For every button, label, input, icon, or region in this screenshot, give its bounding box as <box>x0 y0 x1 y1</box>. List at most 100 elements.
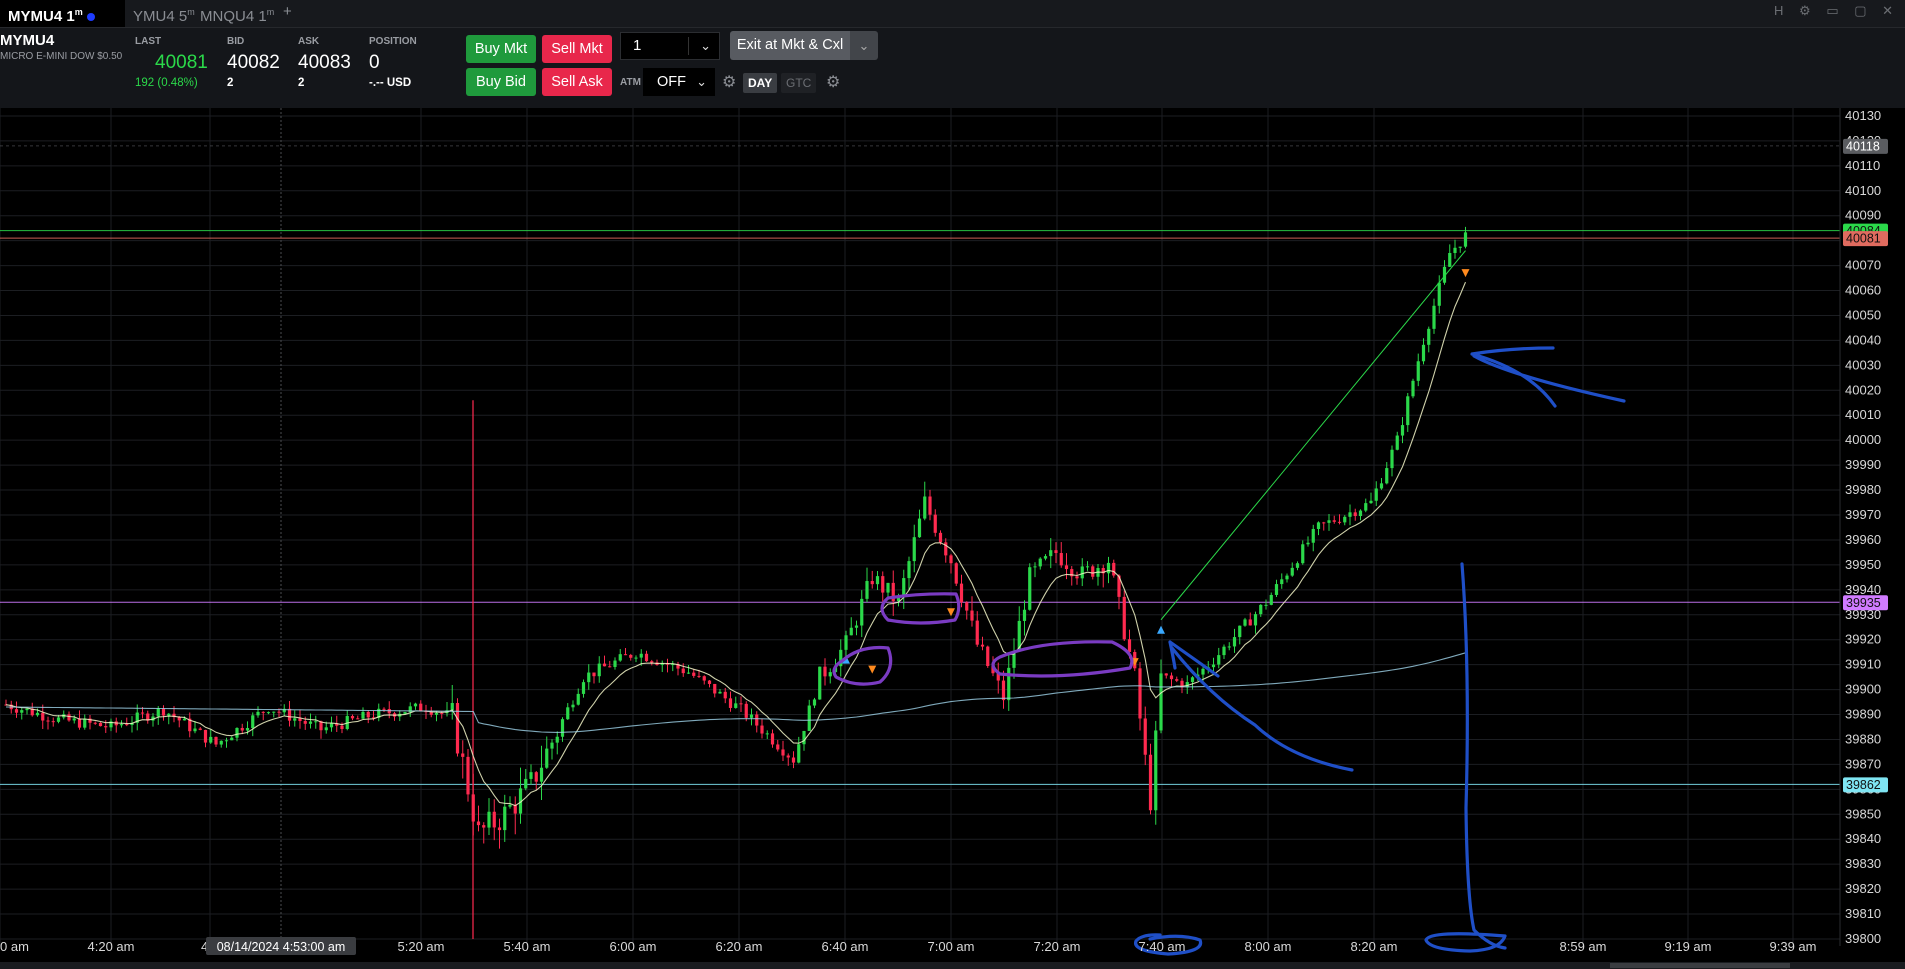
horizontal-scrollbar[interactable] <box>0 962 1905 969</box>
candle-body <box>214 736 218 745</box>
tab-mymu4-1m[interactable]: MYMU4 1m× <box>0 0 125 49</box>
sell-signal-icon <box>947 608 955 617</box>
candle <box>718 689 722 694</box>
candle-body <box>193 728 197 732</box>
price-chart[interactable]: 4014040130401204011040100400904008040070… <box>0 108 1905 962</box>
candle <box>224 737 229 748</box>
candle <box>938 530 943 545</box>
candle-body <box>119 724 124 726</box>
window-controls-icon[interactable]: H ⚙ ▭ ▢ ✕ <box>1774 3 1899 18</box>
indicator-lines <box>5 250 1467 807</box>
order-settings-gear-icon[interactable]: ⚙ <box>826 74 841 91</box>
candle-body <box>1353 512 1357 517</box>
position-quote: POSITION 0 -.-- USD <box>369 36 417 89</box>
candle-body <box>329 723 334 728</box>
candle-body <box>1306 542 1310 545</box>
bid-size: 2 <box>227 77 234 89</box>
candle-body <box>823 666 827 677</box>
exit-at-market-button[interactable]: Exit at Mkt & Cxl <box>730 31 850 60</box>
candle <box>1017 606 1021 652</box>
candle <box>581 679 586 698</box>
candle <box>823 658 827 686</box>
price-tag <box>1843 777 1888 793</box>
candle <box>597 656 601 683</box>
candle <box>954 562 958 587</box>
candlestick-series <box>4 226 1468 849</box>
candle <box>660 660 664 673</box>
candle-body <box>870 581 874 585</box>
candle-body <box>46 720 50 722</box>
scrollbar-thumb[interactable] <box>1610 963 1790 968</box>
price-tag-label: 40081 <box>1846 232 1881 246</box>
price-tag <box>1843 595 1888 611</box>
candle <box>1043 554 1048 561</box>
candle-body <box>781 749 785 756</box>
ema-line <box>5 281 1467 807</box>
candle-body <box>125 724 129 726</box>
candle-body <box>308 721 313 724</box>
exit-dropdown-chevron-icon[interactable]: ⌄ <box>850 31 878 60</box>
candle-body <box>25 708 29 711</box>
candle <box>576 688 580 706</box>
candle-body <box>560 719 565 737</box>
tab-mnqu4-1m[interactable]: MNQU4 1m <box>200 7 275 25</box>
candle <box>1049 538 1053 569</box>
quantity-select[interactable]: 1 ⌄ <box>620 32 720 60</box>
candle <box>1080 558 1084 587</box>
candle <box>156 706 160 725</box>
candle <box>613 657 617 670</box>
sell-ask-button[interactable]: Sell Ask <box>542 68 612 96</box>
candle <box>1117 574 1121 610</box>
candle <box>287 700 292 727</box>
candle-body <box>1201 668 1205 675</box>
candle-body <box>723 691 727 699</box>
candle-body <box>849 627 853 636</box>
candle <box>965 601 969 620</box>
atm-strategy-select[interactable]: OFF ⌄ <box>643 68 715 96</box>
candle <box>83 714 87 730</box>
candle-body <box>1232 637 1237 647</box>
price-tick-label: 40000 <box>1845 432 1881 447</box>
candle <box>51 717 55 727</box>
candle <box>923 481 927 521</box>
buy-bid-button[interactable]: Buy Bid <box>466 68 536 96</box>
candle-body <box>791 757 796 763</box>
candle <box>1458 246 1462 253</box>
position-pnl: -.-- USD <box>369 77 412 89</box>
candle-body <box>587 672 591 683</box>
candle-body <box>41 712 45 721</box>
candle-body <box>1343 516 1347 523</box>
candle-body <box>1316 522 1321 529</box>
candle <box>256 706 260 718</box>
tif-day-toggle[interactable]: DAY <box>743 73 778 93</box>
buy-market-button[interactable]: Buy Mkt <box>466 35 536 63</box>
sell-market-button[interactable]: Sell Mkt <box>542 35 612 63</box>
candle-body <box>618 654 622 661</box>
candle <box>1400 417 1405 444</box>
candle-body <box>508 804 512 807</box>
candle <box>587 664 591 690</box>
candle <box>686 665 691 675</box>
add-tab-icon[interactable]: + <box>283 3 292 20</box>
candle-body <box>728 698 733 708</box>
candle-body <box>240 727 244 731</box>
candle-body <box>734 703 738 708</box>
price-tick-label: 40060 <box>1845 283 1881 298</box>
candle <box>1385 462 1389 485</box>
price-tag-label: 39862 <box>1846 778 1881 792</box>
candle-body <box>455 703 460 754</box>
candle-body <box>854 625 859 628</box>
tif-gtc-toggle[interactable]: GTC <box>781 73 817 93</box>
candle-body <box>324 727 328 731</box>
candle-body <box>182 718 187 721</box>
tab-ymu4-5m[interactable]: YMU4 5m <box>133 7 195 25</box>
candle <box>755 711 759 733</box>
candle <box>907 556 911 591</box>
price-tag-label: 39935 <box>1846 596 1881 610</box>
atm-settings-gear-icon[interactable]: ⚙ <box>722 74 737 91</box>
trend-line <box>1160 250 1466 621</box>
candle <box>1054 542 1058 564</box>
candle <box>77 710 82 730</box>
candle <box>560 717 565 742</box>
buy-signal-icon <box>1157 625 1165 634</box>
